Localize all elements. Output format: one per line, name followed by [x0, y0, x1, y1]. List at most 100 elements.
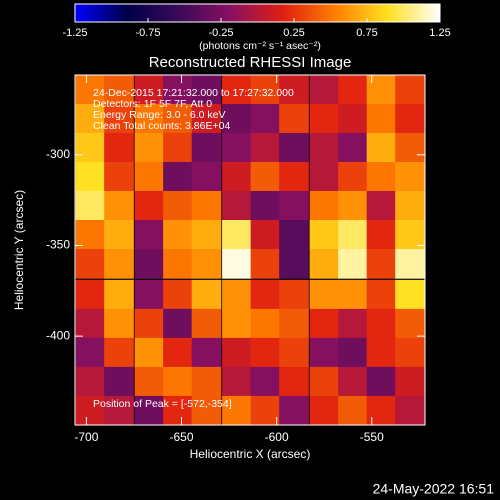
- y-tick-label: -400: [46, 328, 70, 342]
- heatmap-cell: [222, 132, 252, 163]
- heatmap-cell: [395, 395, 425, 426]
- heatmap-cell: [309, 337, 340, 368]
- heatmap-cell: [279, 103, 309, 134]
- heatmap-cell: [395, 132, 425, 163]
- heatmap-cell: [104, 249, 134, 279]
- heatmap-cell: [104, 161, 134, 192]
- colorbar-tick-label: -1.25: [62, 27, 87, 39]
- heatmap-cell: [395, 103, 425, 134]
- heatmap-cell: [309, 308, 340, 339]
- heatmap-cell: [134, 220, 165, 250]
- y-tick-label: -300: [46, 147, 70, 161]
- colorbar-tick-label: 1.25: [429, 27, 450, 39]
- heatmap-cell: [279, 279, 309, 310]
- x-tick-label: -700: [74, 430, 98, 444]
- heatmap-cell: [250, 74, 281, 105]
- heatmap-cell: [279, 308, 309, 339]
- heatmap-cell: [191, 103, 222, 134]
- heatmap-cell: [309, 279, 340, 310]
- heatmap-cell: [104, 337, 134, 368]
- heatmap-cell: [191, 249, 222, 279]
- heatmap-cell: [222, 249, 252, 279]
- heatmap-cell: [222, 279, 252, 310]
- heatmap-cell: [222, 190, 252, 221]
- heatmap-cell: [163, 103, 193, 134]
- heatmap-cell: [163, 308, 193, 339]
- heatmap-cell: [163, 279, 193, 310]
- heatmap-cell: [250, 161, 281, 192]
- colorbar-tick-label: -0.25: [208, 27, 233, 39]
- heatmap-cell: [395, 74, 425, 105]
- x-tick-label: -550: [360, 430, 384, 444]
- heatmap-cell: [163, 337, 193, 368]
- heatmap-cell: [75, 366, 106, 397]
- heatmap-cell: [75, 279, 106, 310]
- heatmap-cell: [134, 190, 165, 221]
- heatmap-cell: [75, 220, 106, 250]
- heatmap-cell: [134, 161, 165, 192]
- heatmap-cell: [279, 220, 309, 250]
- heatmap-cell: [163, 366, 193, 397]
- heatmap-cell: [134, 103, 165, 134]
- y-tick-label: -350: [46, 238, 70, 252]
- heatmap-cell: [222, 337, 252, 368]
- colorbar-tick-label: 0.75: [356, 27, 377, 39]
- heatmap-cell: [104, 132, 134, 163]
- heatmap-cell: [104, 366, 134, 397]
- heatmap-cell: [250, 249, 281, 279]
- heatmap-cell: [250, 190, 281, 221]
- heatmap-cell: [250, 366, 281, 397]
- heatmap-cell: [104, 190, 134, 221]
- heatmap-cell: [338, 190, 368, 221]
- heatmap-cell: [309, 190, 340, 221]
- annotation: Energy Range: 3.0 - 6.0 keV: [93, 109, 226, 121]
- heatmap-cell: [309, 161, 340, 192]
- heatmap-cell: [134, 308, 165, 339]
- heatmap-cell: [250, 395, 281, 426]
- heatmap-cell: [366, 249, 397, 279]
- heatmap-cell: [134, 132, 165, 163]
- heatmap-cell: [395, 190, 425, 221]
- heatmap-cell: [309, 249, 340, 279]
- heatmap-cell: [395, 308, 425, 339]
- heatmap-cell: [75, 132, 106, 163]
- heatmap-cell: [191, 395, 222, 426]
- heatmap-cells: [75, 74, 425, 426]
- heatmap-cell: [366, 103, 397, 134]
- heatmap-cell: [75, 337, 106, 368]
- heatmap-cell: [163, 161, 193, 192]
- heatmap-cell: [366, 337, 397, 368]
- heatmap-cell: [395, 249, 425, 279]
- heatmap-cell: [191, 190, 222, 221]
- heatmap-cell: [104, 395, 134, 426]
- heatmap-cell: [75, 249, 106, 279]
- annotation: Clean Total counts: 3.86E+04: [93, 120, 230, 132]
- heatmap-cell: [366, 308, 397, 339]
- heatmap-cell: [279, 366, 309, 397]
- heatmap-cell: [279, 249, 309, 279]
- heatmap-cell: [191, 74, 222, 105]
- heatmap-cell: [279, 190, 309, 221]
- colorbar-tick-label: 0.25: [283, 27, 304, 39]
- heatmap-cell: [395, 337, 425, 368]
- heatmap-cell: [75, 190, 106, 221]
- colorbar-tick-label: -0.75: [135, 27, 160, 39]
- chart-title: Reconstructed RHESSI Image: [149, 54, 352, 71]
- heatmap-cell: [366, 220, 397, 250]
- heatmap-cell: [75, 308, 106, 339]
- annotation: 24-Dec-2015 17:21:32.000 to 17:27:32.000: [93, 87, 294, 99]
- x-tick-label: -650: [170, 430, 194, 444]
- heatmap-cell: [279, 74, 309, 105]
- heatmap-cell: [163, 249, 193, 279]
- heatmap-cell: [366, 366, 397, 397]
- x-axis-label: Heliocentric X (arcsec): [190, 447, 311, 461]
- heatmap-cell: [279, 395, 309, 426]
- heatmap-cell: [250, 337, 281, 368]
- heatmap-cell: [250, 279, 281, 310]
- heatmap-cell: [366, 132, 397, 163]
- heatmap-cell: [309, 132, 340, 163]
- heatmap-cell: [338, 74, 368, 105]
- heatmap-cell: [191, 337, 222, 368]
- heatmap-cell: [395, 366, 425, 397]
- heatmap-cell: [338, 220, 368, 250]
